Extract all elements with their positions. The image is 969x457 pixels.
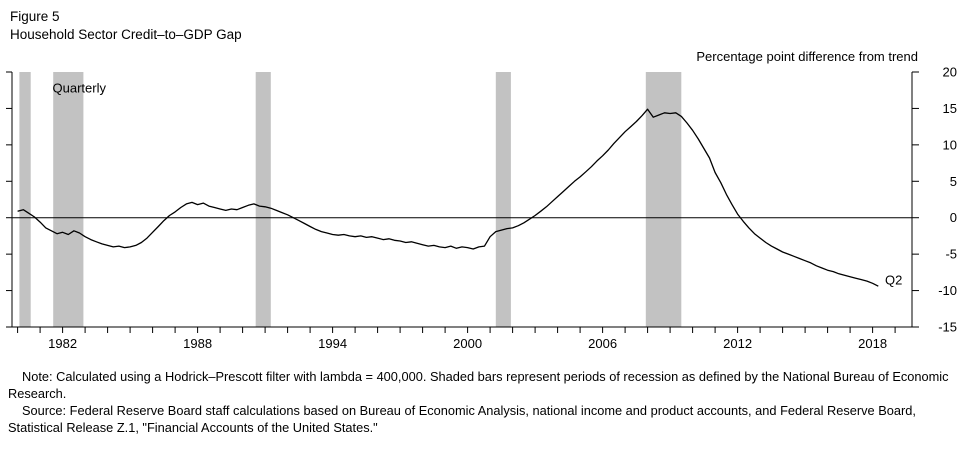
recession-band bbox=[495, 72, 511, 327]
credit-gap-line-chart: -15 -10 -5 0 5 10 15 20 1982 1988 1994 2000 2006 2012… bbox=[6, 65, 957, 351]
y-axis-tick-label: -10 bbox=[938, 283, 957, 298]
y-axis-unit-label: Percentage point difference from trend bbox=[696, 49, 918, 64]
recession-band bbox=[19, 72, 31, 327]
y-axis-tick-label: 10 bbox=[943, 137, 957, 152]
x-axis-tick-label: 2000 bbox=[453, 336, 482, 351]
source-text: Source: Federal Reserve Board staff calc… bbox=[8, 403, 916, 435]
x-axis-tick-label: 2012 bbox=[723, 336, 752, 351]
recession-band bbox=[255, 72, 271, 327]
x-axis-tick-label: 1982 bbox=[48, 336, 77, 351]
y-axis-tick-label: 0 bbox=[950, 210, 957, 225]
y-axis-tick-label: -5 bbox=[945, 247, 957, 262]
y-axis-tick-label: 5 bbox=[950, 174, 957, 189]
figure-notes: Note: Calculated using a Hodrick–Prescot… bbox=[8, 368, 959, 436]
annotation-quarterly: Quarterly bbox=[53, 80, 107, 95]
y-axis-tick-label: 20 bbox=[943, 65, 957, 80]
x-axis-tick-label: 2006 bbox=[588, 336, 617, 351]
figure-title: Household Sector Credit–to–GDP Gap bbox=[10, 27, 242, 42]
y-axis-tick-label: 15 bbox=[943, 101, 957, 116]
figure-header: Figure 5 Household Sector Credit–to–GDP … bbox=[10, 8, 969, 44]
recession-band bbox=[645, 72, 682, 327]
recession-band bbox=[53, 72, 84, 327]
y-axis-tick-label: -15 bbox=[938, 320, 957, 335]
note-text: Note: Calculated using a Hodrick–Prescot… bbox=[8, 369, 949, 401]
gap-line-series bbox=[17, 108, 879, 287]
x-axis-tick-label: 1988 bbox=[183, 336, 212, 351]
annotation-q2: Q2 bbox=[885, 273, 902, 288]
figure-number: Figure 5 bbox=[10, 9, 60, 24]
x-axis-tick-label: 2018 bbox=[858, 336, 887, 351]
x-axis-tick-label: 1994 bbox=[318, 336, 347, 351]
